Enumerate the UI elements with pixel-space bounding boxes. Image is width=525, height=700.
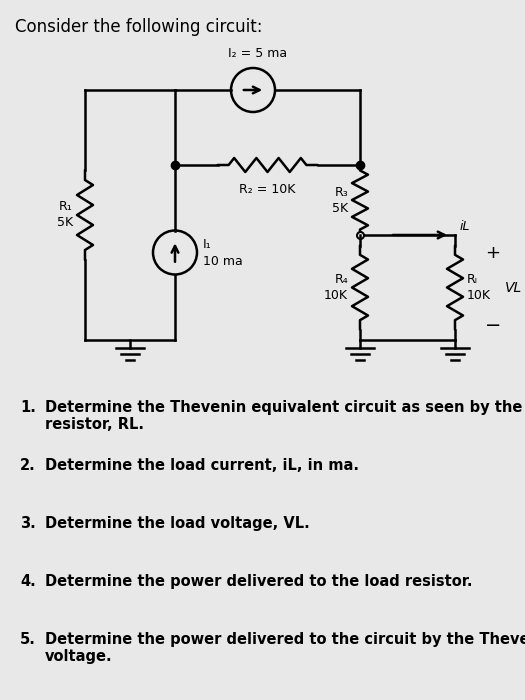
- Text: 10K: 10K: [467, 289, 491, 302]
- Text: Determine the load current, iL, in ma.: Determine the load current, iL, in ma.: [45, 458, 359, 473]
- Text: R₂ = 10K: R₂ = 10K: [239, 183, 296, 196]
- Text: −: −: [485, 316, 501, 335]
- Text: VL: VL: [505, 281, 522, 295]
- Text: iL: iL: [460, 220, 470, 234]
- Text: 5K: 5K: [332, 202, 348, 214]
- Text: Rₗ: Rₗ: [467, 273, 478, 286]
- Text: R₄: R₄: [334, 273, 348, 286]
- Text: I₂ = 5 ma: I₂ = 5 ma: [228, 47, 288, 60]
- Text: 1.: 1.: [20, 400, 36, 415]
- Text: Determine the load voltage, VL.: Determine the load voltage, VL.: [45, 516, 310, 531]
- Text: 2.: 2.: [20, 458, 36, 473]
- Text: Determine the Thevenin equivalent circuit as seen by the load
resistor, RL.: Determine the Thevenin equivalent circui…: [45, 400, 525, 433]
- Text: 10K: 10K: [324, 289, 348, 302]
- Text: 4.: 4.: [20, 574, 36, 589]
- Text: 3.: 3.: [20, 516, 36, 531]
- Text: Determine the power delivered to the circuit by the Thevenin
voltage.: Determine the power delivered to the cir…: [45, 632, 525, 664]
- Text: Consider the following circuit:: Consider the following circuit:: [15, 18, 262, 36]
- Text: R₃: R₃: [334, 186, 348, 199]
- Text: 5.: 5.: [20, 632, 36, 647]
- Text: R₁: R₁: [59, 200, 73, 214]
- Text: I₁: I₁: [203, 238, 212, 251]
- Text: Determine the power delivered to the load resistor.: Determine the power delivered to the loa…: [45, 574, 472, 589]
- Text: 10 ma: 10 ma: [203, 255, 243, 268]
- Text: 5K: 5K: [57, 216, 73, 230]
- Text: +: +: [486, 244, 500, 262]
